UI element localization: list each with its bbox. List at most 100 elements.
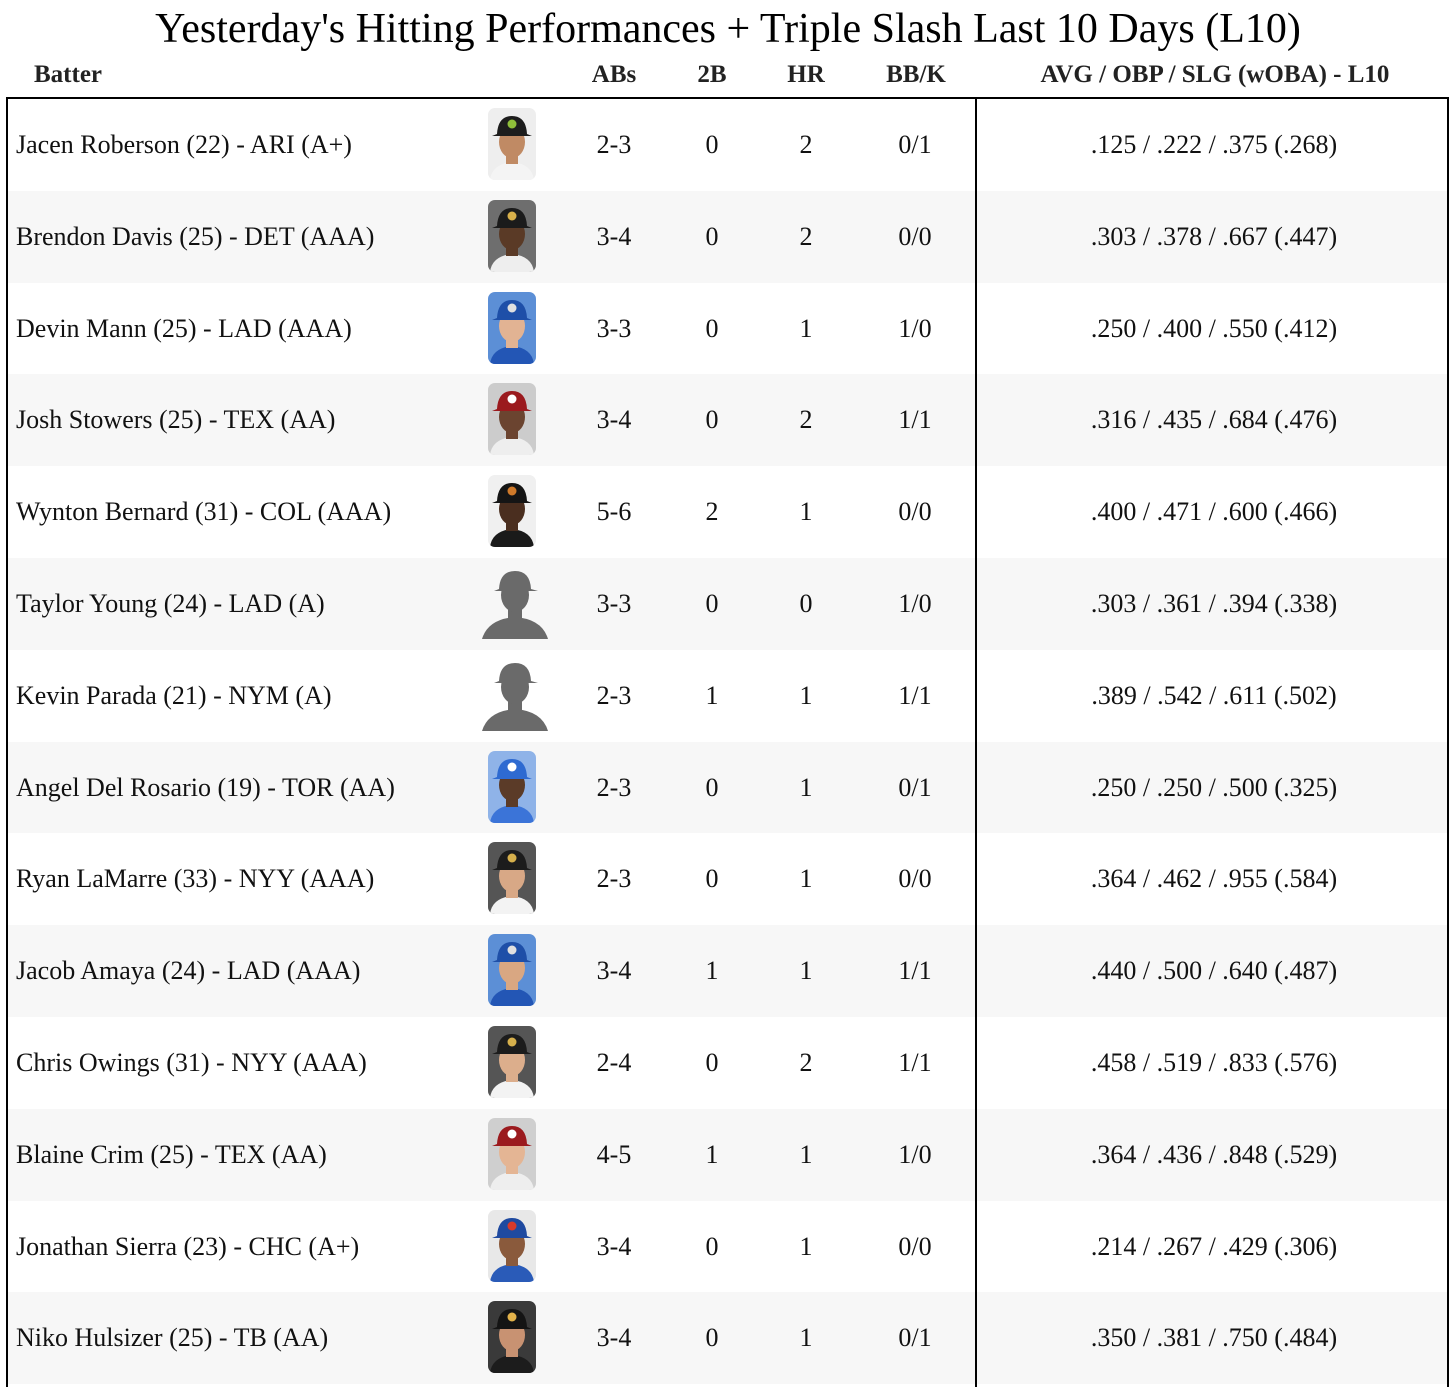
header-abs: ABs xyxy=(591,61,637,88)
batter-name: Ryan LaMarre (33) - NYY (AAA) xyxy=(16,864,375,894)
doubles-cell: 1 xyxy=(705,680,719,710)
table-row: Wynton Bernard (31) - COL (AAA) 5-6 2 1 0/0.… xyxy=(8,466,1447,558)
walks-strikeouts-cell: 0/0 xyxy=(898,497,932,527)
player-headshot xyxy=(488,1025,536,1098)
header-slash: AVG / OBP / SLG (wOBA) - L10 xyxy=(1040,61,1390,88)
triple-slash-cell: .303 / .361 / .394 (.338) xyxy=(1090,588,1338,618)
at-bats-cell: 3-3 xyxy=(596,588,632,618)
batter-name: Blaine Crim (25) - TEX (AA) xyxy=(16,1139,327,1169)
doubles-cell: 0 xyxy=(705,221,719,251)
table-row: Jonathan Sierra (23) - CHC (A+) 3-4 0 1 0/0.… xyxy=(8,1201,1447,1293)
at-bats-cell: 2-3 xyxy=(596,680,632,710)
player-headshot xyxy=(488,1209,536,1282)
walks-strikeouts-cell: 0/1 xyxy=(898,130,932,159)
batter-name: Jonathan Sierra (23) - CHC (A+) xyxy=(16,1231,360,1261)
player-silhouette-icon xyxy=(482,567,548,639)
batter-name: Jacob Amaya (24) - LAD (AAA) xyxy=(16,956,361,986)
walks-strikeouts-cell: 1/1 xyxy=(898,956,932,986)
doubles-cell: 0 xyxy=(705,1231,719,1261)
home-runs-cell: 2 xyxy=(799,130,813,159)
walks-strikeouts-cell: 0/0 xyxy=(898,864,932,894)
at-bats-cell: 3-4 xyxy=(596,1323,632,1353)
home-runs-cell: 1 xyxy=(799,1323,813,1353)
player-silhouette-icon xyxy=(482,659,548,731)
table-row: Josh Stowers (25) - TEX (AA) 3-4 0 2 1/1 .316… xyxy=(8,374,1447,467)
walks-strikeouts-cell: 1/0 xyxy=(898,313,932,343)
table-row: Jacob Amaya (24) - LAD (AAA) 3-4 1 1 1/1 .440… xyxy=(8,925,1447,1017)
batter-name: Chris Owings (31) - NYY (AAA) xyxy=(16,1047,367,1077)
doubles-cell: 0 xyxy=(705,1047,719,1077)
player-headshot xyxy=(488,199,536,272)
table-row: Ryan LaMarre (33) - NYY (AAA) 2-3 0 1 0/0 .36… xyxy=(8,833,1447,925)
header-batter: Batter xyxy=(34,61,103,88)
player-headshot xyxy=(488,475,536,548)
home-runs-cell: 1 xyxy=(799,313,813,343)
batter-name: Brendon Davis (25) - DET (AAA) xyxy=(16,221,375,251)
at-bats-cell: 3-4 xyxy=(596,221,632,251)
home-runs-cell: 1 xyxy=(799,680,813,710)
walks-strikeouts-cell: 1/1 xyxy=(898,405,932,435)
table-row: Niko Hulsizer (25) - TB (AA) 3-4 0 1 0/1 .350… xyxy=(8,1292,1447,1385)
walks-strikeouts-cell: 0/0 xyxy=(898,221,932,251)
home-runs-cell: 2 xyxy=(799,1047,813,1077)
at-bats-cell: 5-6 xyxy=(596,497,632,527)
home-runs-cell: 0 xyxy=(799,588,813,618)
player-headshot xyxy=(488,108,536,180)
batter-name: Jacen Roberson (22) - ARI (A+) xyxy=(16,130,352,159)
at-bats-cell: 3-4 xyxy=(596,405,632,435)
player-headshot xyxy=(488,1117,536,1190)
player-headshot xyxy=(488,750,536,823)
triple-slash-cell: .250 / .250 / .500 (.325) xyxy=(1090,772,1338,802)
player-headshot xyxy=(488,291,536,364)
batter-name: Kevin Parada (21) - NYM (A) xyxy=(16,680,332,710)
walks-strikeouts-cell: 1/0 xyxy=(898,588,932,618)
home-runs-cell: 1 xyxy=(799,1139,813,1169)
doubles-cell: 0 xyxy=(705,130,719,159)
table-row: Blaine Crim (25) - TEX (AA) 4-5 1 1 1/0 .364 … xyxy=(8,1108,1447,1201)
triple-slash-cell: .364 / .462 / .955 (.584) xyxy=(1090,864,1338,894)
triple-slash-cell: .440 / .500 / .640 (.487) xyxy=(1090,956,1338,986)
batter-name: Niko Hulsizer (25) - TB (AA) xyxy=(16,1323,329,1353)
walks-strikeouts-cell: 1/0 xyxy=(898,1139,932,1169)
at-bats-cell: 2-3 xyxy=(596,130,632,159)
triple-slash-cell: .316 / .435 / .684 (.476) xyxy=(1090,405,1338,435)
table-row: Chris Owings (31) - NYY (AAA) 2-4 0 2 1/1 .45… xyxy=(8,1017,1447,1109)
header-hr: HR xyxy=(787,61,825,88)
player-headshot xyxy=(488,383,536,456)
batter-name: Josh Stowers (25) - TEX (AA) xyxy=(16,405,336,435)
triple-slash-cell: .400 / .471 / .600 (.466) xyxy=(1090,497,1338,527)
at-bats-cell: 3-3 xyxy=(596,313,632,343)
header-bbk: BB/K xyxy=(886,61,946,88)
doubles-cell: 0 xyxy=(705,313,719,343)
doubles-cell: 1 xyxy=(705,956,719,986)
home-runs-cell: 1 xyxy=(799,772,813,802)
triple-slash-cell: .364 / .436 / .848 (.529) xyxy=(1090,1139,1338,1169)
walks-strikeouts-cell: 0/0 xyxy=(898,1231,932,1261)
home-runs-cell: 1 xyxy=(799,956,813,986)
page-title: Yesterday's Hitting Performances + Tripl… xyxy=(155,6,1301,52)
table-row: Kevin Parada (21) - NYM (A) 2-3 1 1 1/1 .389 … xyxy=(8,650,1447,742)
doubles-cell: 0 xyxy=(705,588,719,618)
batter-name: Angel Del Rosario (19) - TOR (AA) xyxy=(16,772,395,802)
triple-slash-cell: .389 / .542 / .611 (.502) xyxy=(1091,680,1337,710)
table-row: Devin Mann (25) - LAD (AAA) 3-3 0 1 1/0 .250 … xyxy=(8,283,1447,375)
at-bats-cell: 4-5 xyxy=(596,1139,632,1169)
triple-slash-cell: .303 / .378 / .667 (.447) xyxy=(1090,221,1338,251)
triple-slash-cell: .214 / .267 / .429 (.306) xyxy=(1090,1231,1338,1261)
walks-strikeouts-cell: 1/1 xyxy=(898,1047,932,1077)
home-runs-cell: 1 xyxy=(799,497,813,527)
triple-slash-cell: .250 / .400 / .550 (.412) xyxy=(1090,313,1338,343)
walks-strikeouts-cell: 1/1 xyxy=(898,680,932,710)
player-headshot xyxy=(488,1301,536,1374)
triple-slash-cell: .458 / .519 / .833 (.576) xyxy=(1090,1047,1338,1077)
table-row: Angel Del Rosario (19) - TOR (AA) 2-3 0 1 0/… xyxy=(8,741,1447,834)
doubles-cell: 0 xyxy=(705,864,719,894)
doubles-cell: 1 xyxy=(705,1139,719,1169)
batter-name: Devin Mann (25) - LAD (AAA) xyxy=(16,313,352,343)
home-runs-cell: 2 xyxy=(799,405,813,435)
column-divider xyxy=(975,97,977,1387)
home-runs-cell: 1 xyxy=(799,864,813,894)
batter-name: Wynton Bernard (31) - COL (AAA) xyxy=(16,497,392,527)
home-runs-cell: 1 xyxy=(799,1231,813,1261)
